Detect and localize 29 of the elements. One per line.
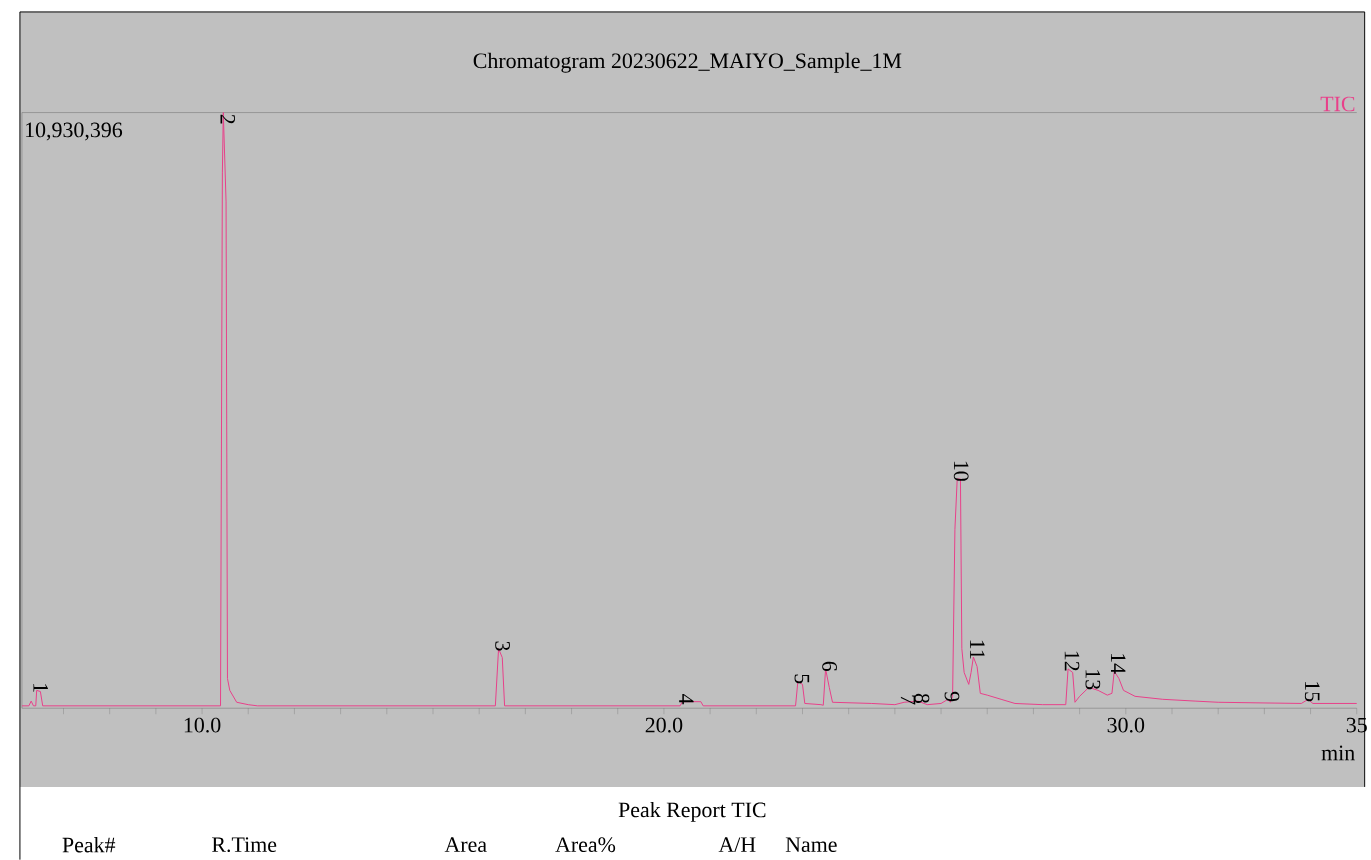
- annotation: 9: [944, 691, 960, 702]
- annotation: 13: [1085, 670, 1101, 690]
- text: Area%: [555, 837, 616, 853]
- annotation: 8: [914, 693, 930, 703]
- annotation: 3: [495, 641, 510, 651]
- x-axis-title: min: [1321, 745, 1355, 761]
- annotation: 6: [822, 661, 837, 671]
- annotation: 10: [953, 461, 969, 481]
- annotation: 4: [679, 693, 694, 705]
- annotation: 7: [900, 695, 916, 705]
- text: R.Time: [212, 837, 277, 853]
- annotation: 10,930,396: [26, 122, 123, 141]
- text: Area: [444, 837, 487, 852]
- x-tick-label: 20.0: [645, 717, 683, 733]
- annotation: 2: [220, 114, 236, 124]
- text: Name: [785, 837, 837, 852]
- annotation: 14: [1111, 654, 1126, 674]
- annotation: 12: [1064, 651, 1080, 671]
- text: Peak Report TIC: [618, 801, 766, 822]
- annotation: 11: [970, 640, 985, 659]
- annotation: 15: [1304, 682, 1320, 702]
- annotation: 1: [33, 684, 48, 692]
- text: A/H: [718, 837, 756, 852]
- annotation: 5: [794, 674, 810, 684]
- text: TIC: [1320, 96, 1355, 112]
- x-tick-label: 30.0: [1107, 717, 1145, 733]
- chart-title: Chromatogram 20230622_MAIYO_Sample_1M: [473, 52, 902, 73]
- text: Peak#: [62, 836, 116, 853]
- x-tick-label: 10.0: [184, 717, 221, 733]
